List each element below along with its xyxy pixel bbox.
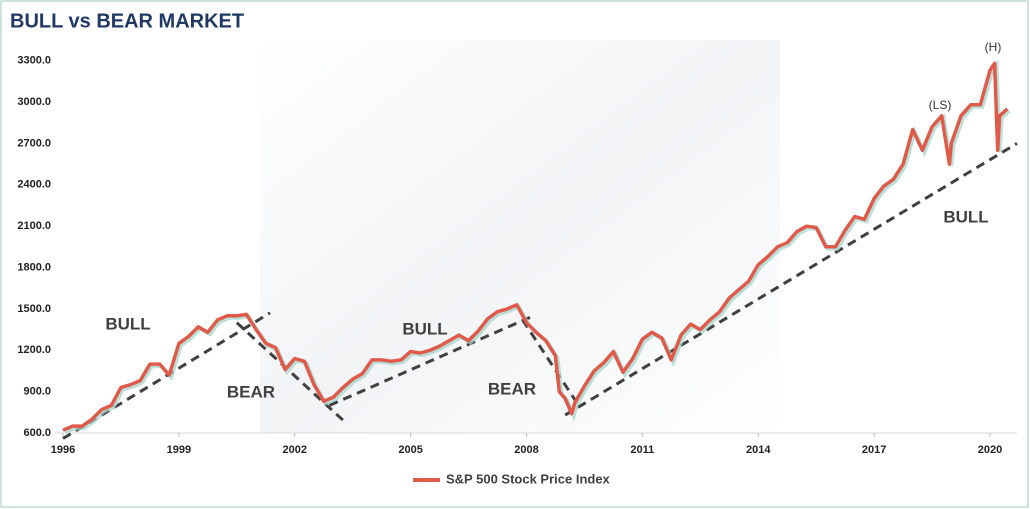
annotation: BULL <box>402 319 447 338</box>
y-tick-label: 2700.0 <box>17 137 51 149</box>
x-tick-label: 2020 <box>978 444 1002 456</box>
x-tick-label: 2005 <box>398 444 422 456</box>
x-tick-label: 2017 <box>862 444 886 456</box>
y-tick-label: 900.0 <box>23 386 51 398</box>
annotation: BULL <box>943 207 988 226</box>
trend-line <box>328 315 531 407</box>
annotation: BEAR <box>488 379 536 398</box>
y-tick-label: 1500.0 <box>17 303 51 315</box>
annotation: (LS) <box>929 98 952 112</box>
y-tick-label: 2400.0 <box>17 179 51 191</box>
x-tick-label: 1996 <box>51 444 75 456</box>
annotation: BEAR <box>227 382 275 401</box>
y-tick-label: 1200.0 <box>17 344 51 356</box>
series-line <box>62 61 1009 432</box>
background-image <box>260 40 780 433</box>
legend-label: S&P 500 Stock Price Index <box>446 471 611 486</box>
x-tick-label: 2002 <box>282 444 306 456</box>
annotation: BULL <box>105 314 150 333</box>
trend-line <box>564 142 1018 417</box>
y-tick-label: 2100.0 <box>17 220 51 232</box>
trend-line <box>521 319 580 407</box>
x-tick-label: 2011 <box>630 444 654 456</box>
trend-line <box>62 311 271 440</box>
line-shadow <box>64 59 1011 435</box>
y-tick-label: 3300.0 <box>17 55 51 67</box>
annotation: (H) <box>985 40 1002 54</box>
x-tick-label: 2014 <box>746 444 771 456</box>
y-tick-label: 600.0 <box>23 427 51 439</box>
x-tick-label: 1999 <box>167 444 191 456</box>
x-tick-label: 2008 <box>514 444 538 456</box>
trend-line <box>235 321 346 424</box>
y-tick-label: 3000.0 <box>17 96 51 108</box>
y-tick-label: 1800.0 <box>17 261 51 273</box>
chart-title: BULL vs BEAR MARKET <box>10 10 244 32</box>
